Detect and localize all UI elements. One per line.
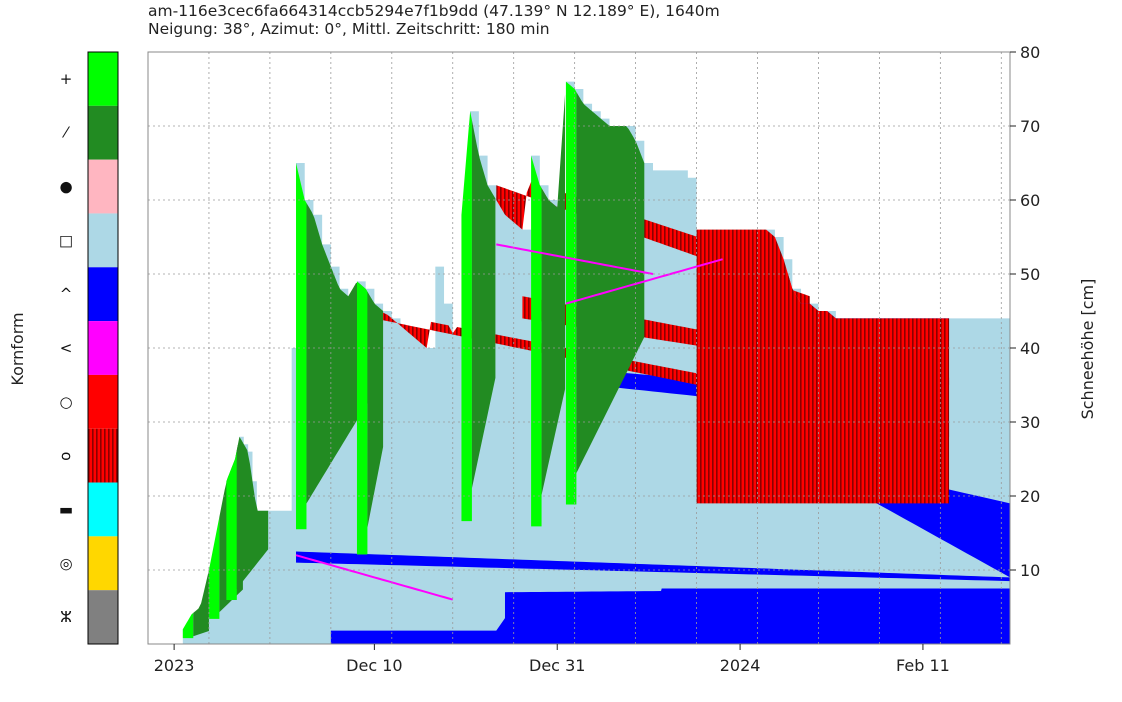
chart-subtitle: Neigung: 38°, Azimut: 0°, Mittl. Zeitsch…	[148, 20, 550, 38]
x-tick-label-2: Dec 31	[529, 656, 585, 675]
legend-symbol-10: ⵣ	[60, 608, 72, 626]
legend-symbol-0: +	[60, 70, 73, 88]
y-tick-label-6: 70	[1020, 117, 1040, 136]
legend-swatch-1	[88, 105, 118, 160]
x-tick-label-4: Feb 11	[896, 656, 950, 675]
layer-decomposing-3	[306, 202, 375, 504]
legend-symbol-7: ᴑ	[61, 447, 71, 465]
y-tick-label-0: 10	[1020, 561, 1040, 580]
y-tick-label-1: 20	[1020, 487, 1040, 506]
x-tick-label-3: 2024	[720, 656, 761, 675]
layer-decomposing-4	[367, 291, 384, 528]
legend-symbol-6: ○	[59, 393, 72, 411]
layer-depth-hoar-thin	[296, 551, 1010, 582]
layer-fresh-snow-0	[182, 612, 194, 639]
legend-symbol-1: ⁄	[62, 124, 71, 142]
chart-title: am-116e3cec6fa664314ccb5294e7f1b9dd (47.…	[148, 2, 720, 38]
layer-fresh-snow-1	[208, 516, 220, 619]
legend-symbol-4: ^	[60, 285, 73, 303]
legend-swatch-0	[88, 52, 118, 106]
x-tick-label-0: 2023	[154, 656, 195, 675]
legend-swatch-5	[88, 321, 118, 375]
layer-fresh-snow-5	[461, 111, 472, 522]
legend-swatch-4	[88, 267, 118, 322]
layer-decomposing-7	[576, 91, 645, 474]
layer-decomposing-2	[236, 436, 269, 589]
grain-legend-bar: + ⁄ ● □ ^ < ○ ᴑ ▬ ◎ ⵣ	[59, 51, 119, 645]
legend-swatch-8	[88, 482, 118, 537]
layer-melt-crust-top	[696, 229, 950, 504]
y-tick-label-5: 60	[1020, 191, 1040, 210]
layer-decomposing-0	[193, 570, 209, 637]
x-axis: 2023 Dec 10 Dec 31 2024 Feb 11	[154, 644, 950, 675]
y-tick-label-4: 50	[1020, 265, 1040, 284]
chart-title-line1: am-116e3cec6fa664314ccb5294e7f1b9dd (47.…	[148, 2, 720, 20]
y-axis: 10 20 30 40 50 60 70 80	[1010, 43, 1040, 580]
layer-fresh-snow-3	[296, 163, 307, 530]
layer-decomposing-5	[471, 120, 496, 489]
y-tick-label-2: 30	[1020, 413, 1040, 432]
layer-surface-hoar-0	[295, 554, 454, 601]
layer-depth-hoar-low	[504, 588, 1010, 622]
layer-fresh-snow-2	[226, 450, 237, 600]
y-tick-label-7: 80	[1020, 43, 1040, 62]
legend-symbol-9: ◎	[59, 554, 72, 572]
layer-surface-hoar-1	[496, 243, 654, 275]
legend-symbol-8: ▬	[59, 500, 73, 518]
legend-symbol-5: <	[60, 339, 73, 357]
plot-area	[148, 81, 1010, 644]
grid	[147, 51, 1010, 644]
layer-surface-hoar-2	[565, 258, 723, 305]
layer-depth-hoar-mid	[783, 451, 1010, 578]
y-tick-label-3: 40	[1020, 339, 1040, 358]
layer-decomposing-6	[541, 94, 566, 495]
x-tick-label-1: Dec 10	[346, 656, 402, 675]
layer-fresh-snow-7	[565, 81, 577, 505]
legend-swatch-3	[88, 213, 118, 268]
legend-swatch-9	[88, 536, 118, 591]
legend-swatch-10	[88, 590, 118, 644]
legend-symbol-2: ●	[59, 178, 72, 196]
layer-fresh-snow-6	[531, 155, 542, 527]
legend-swatch-7	[88, 428, 118, 483]
legend-symbol-3: □	[59, 231, 73, 249]
legend-swatch-6	[88, 374, 118, 429]
layer-fresh-snow-4	[356, 281, 368, 555]
legend-swatch-2	[88, 159, 118, 214]
legend-frame	[87, 51, 119, 645]
